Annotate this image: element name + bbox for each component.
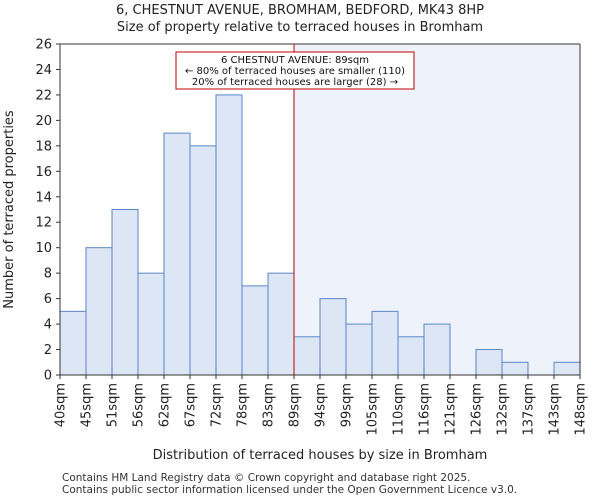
histogram-bar bbox=[189, 145, 217, 376]
x-tick-label: 105sqm bbox=[366, 383, 381, 436]
histogram-bar bbox=[111, 209, 139, 376]
histogram-bar bbox=[397, 336, 425, 376]
y-tick-label: 12 bbox=[35, 216, 52, 231]
x-tick-label: 148sqm bbox=[574, 383, 589, 436]
y-axis-title: Number of terraced properties bbox=[2, 110, 17, 309]
y-tick-label: 18 bbox=[35, 139, 52, 154]
y-tick-label: 6 bbox=[44, 292, 52, 307]
histogram-bar bbox=[319, 298, 347, 376]
y-tick-label: 26 bbox=[35, 38, 52, 53]
x-tick-label: 56sqm bbox=[132, 383, 147, 427]
histogram-bar bbox=[137, 272, 165, 376]
histogram-bar bbox=[59, 310, 87, 376]
histogram-bar bbox=[163, 132, 191, 376]
chart-title: 6, CHESTNUT AVENUE, BROMHAM, BEDFORD, MK… bbox=[115, 3, 484, 18]
x-tick-label: 83sqm bbox=[262, 383, 277, 427]
x-tick-label: 78sqm bbox=[236, 383, 251, 427]
histogram-bar bbox=[267, 272, 295, 376]
histogram-bar bbox=[85, 247, 113, 376]
histogram-bar bbox=[371, 310, 399, 376]
x-tick-label: 137sqm bbox=[522, 383, 537, 436]
x-tick-label: 132sqm bbox=[496, 383, 511, 436]
annotation-smaller: ← 80% of terraced houses are smaller (11… bbox=[185, 66, 405, 77]
chart-subtitle: Size of property relative to terraced ho… bbox=[116, 20, 484, 35]
x-tick-label: 72sqm bbox=[210, 383, 225, 427]
y-tick-label: 10 bbox=[35, 241, 52, 256]
y-tick-label: 22 bbox=[35, 88, 52, 103]
annotation-title: 6 CHESTNUT AVENUE: 89sqm bbox=[221, 55, 369, 66]
footer-line-2: Contains public sector information licen… bbox=[62, 484, 518, 496]
histogram-bar bbox=[475, 349, 503, 376]
x-tick-label: 62sqm bbox=[158, 383, 173, 427]
footer-line-1: Contains HM Land Registry data © Crown c… bbox=[62, 472, 471, 484]
y-tick-label: 14 bbox=[35, 190, 52, 205]
histogram-bar bbox=[293, 336, 321, 376]
histogram-bar bbox=[553, 361, 581, 376]
x-tick-label: 99sqm bbox=[340, 383, 355, 427]
x-tick-label: 143sqm bbox=[548, 383, 563, 436]
y-tick-label: 4 bbox=[44, 318, 52, 333]
x-tick-label: 121sqm bbox=[444, 383, 459, 436]
x-tick-label: 40sqm bbox=[54, 383, 69, 427]
y-tick-label: 0 bbox=[44, 369, 52, 384]
histogram-bar bbox=[241, 285, 269, 376]
y-tick-label: 16 bbox=[35, 165, 52, 180]
y-tick-label: 24 bbox=[35, 63, 52, 78]
x-tick-label: 89sqm bbox=[288, 383, 303, 427]
x-tick-label: 94sqm bbox=[314, 383, 329, 427]
y-tick-label: 20 bbox=[35, 114, 52, 129]
x-tick-label: 45sqm bbox=[80, 383, 95, 427]
x-axis-title: Distribution of terraced houses by size … bbox=[153, 448, 488, 463]
x-tick-label: 116sqm bbox=[418, 383, 433, 436]
annotation-box bbox=[175, 51, 415, 90]
x-tick-label: 110sqm bbox=[392, 383, 407, 436]
histogram-bar bbox=[215, 94, 243, 376]
y-tick-label: 2 bbox=[44, 343, 52, 358]
x-tick-label: 67sqm bbox=[184, 383, 199, 427]
histogram-bar bbox=[501, 361, 529, 376]
annotation-larger: 20% of terraced houses are larger (28) → bbox=[192, 77, 398, 88]
x-tick-label: 126sqm bbox=[470, 383, 485, 436]
histogram-bar bbox=[345, 323, 373, 376]
x-tick-label: 51sqm bbox=[106, 383, 121, 427]
histogram-bar bbox=[423, 323, 451, 376]
y-tick-label: 8 bbox=[44, 267, 52, 282]
